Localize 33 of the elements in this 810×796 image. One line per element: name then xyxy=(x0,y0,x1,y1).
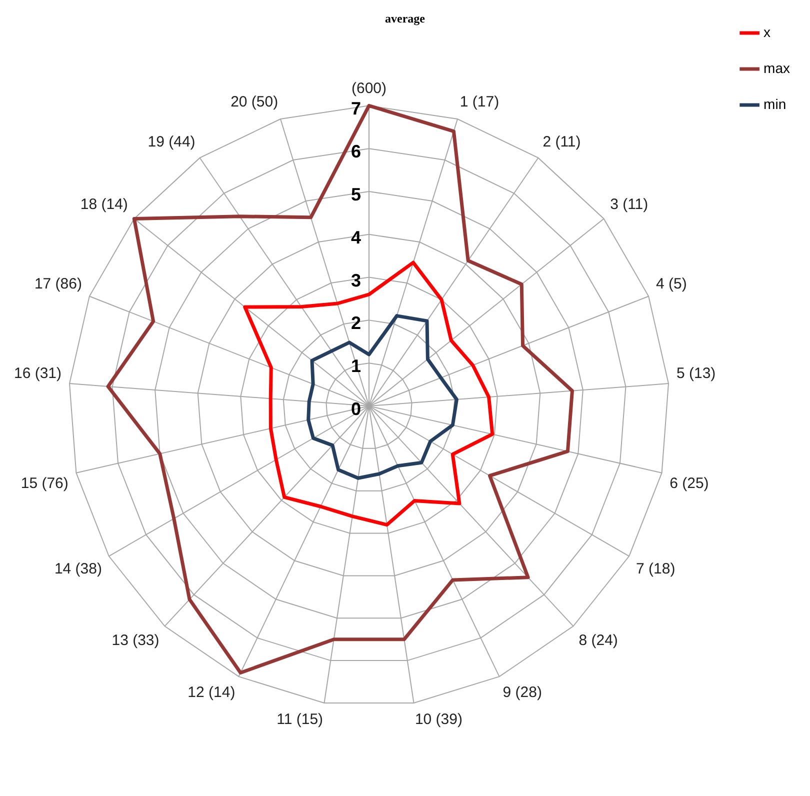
spoke-label: 19 (44) xyxy=(148,133,196,150)
y-tick-label: 0 xyxy=(350,398,361,419)
legend-label: x xyxy=(764,24,771,40)
spoke-label: 18 (14) xyxy=(80,196,128,213)
y-tick-label: 3 xyxy=(350,270,361,290)
legend-label: max xyxy=(764,60,790,76)
spoke-label: 12 (14) xyxy=(188,684,236,701)
spoke-label: 16 (31) xyxy=(14,365,62,382)
y-tick-label: 5 xyxy=(350,184,361,204)
spoke-label: 10 (39) xyxy=(414,711,462,728)
spoke-label: 1 (17) xyxy=(460,94,500,111)
spoke-label: 8 (24) xyxy=(578,632,618,650)
spoke-label: (600) xyxy=(351,80,387,97)
y-tick-label: 7 xyxy=(350,98,361,119)
spoke-label: 15 (76) xyxy=(20,474,68,492)
spoke-label: 17 (86) xyxy=(34,275,82,292)
spoke-label: 13 (33) xyxy=(112,632,160,650)
spoke-label: 2 (11) xyxy=(542,133,581,150)
chart-title: average xyxy=(385,11,426,26)
spoke-label: 20 (50) xyxy=(230,94,278,111)
y-tick-label: 6 xyxy=(350,142,361,162)
spoke-label: 4 (5) xyxy=(656,275,687,292)
y-tick-label: 4 xyxy=(350,227,361,248)
legend-label: min xyxy=(764,96,786,112)
spoke-label: 5 (13) xyxy=(676,365,716,382)
y-tick-label: 2 xyxy=(350,313,361,334)
y-tick-label: 1 xyxy=(350,356,361,376)
spoke-label: 7 (18) xyxy=(636,560,676,578)
spoke-label: 11 (15) xyxy=(276,711,324,728)
spoke-label: 6 (25) xyxy=(670,474,709,492)
spoke-label: 9 (28) xyxy=(502,684,542,701)
spoke-label: 14 (38) xyxy=(54,560,102,578)
spoke-label: 3 (11) xyxy=(610,196,648,213)
